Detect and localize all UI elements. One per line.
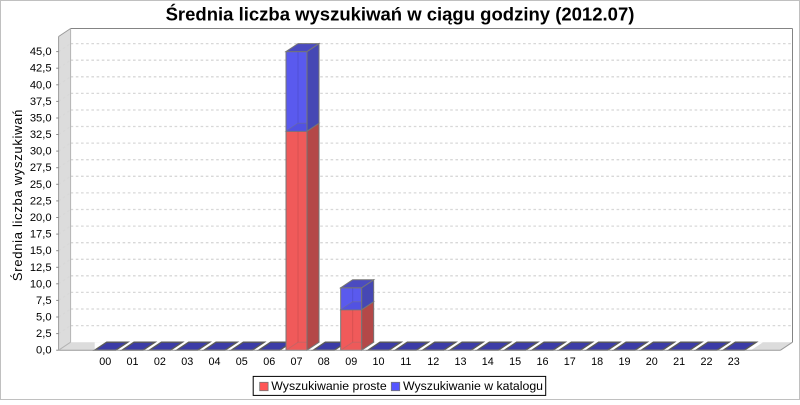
svg-text:17: 17 — [564, 356, 576, 368]
svg-text:10: 10 — [372, 356, 384, 368]
svg-text:15,0: 15,0 — [30, 245, 52, 257]
svg-text:40,0: 40,0 — [30, 79, 52, 91]
svg-text:15: 15 — [509, 356, 521, 368]
svg-text:5,0: 5,0 — [36, 312, 52, 324]
svg-text:12: 12 — [427, 356, 439, 368]
svg-text:14: 14 — [482, 356, 494, 368]
svg-text:21: 21 — [673, 356, 685, 368]
svg-text:08: 08 — [318, 356, 330, 368]
svg-text:00: 00 — [99, 356, 111, 368]
svg-text:30,0: 30,0 — [30, 146, 52, 158]
svg-text:13: 13 — [454, 356, 466, 368]
svg-text:Wyszukiwanie proste: Wyszukiwanie proste — [271, 379, 387, 393]
svg-text:35,0: 35,0 — [30, 113, 52, 125]
svg-text:16: 16 — [536, 356, 548, 368]
svg-text:06: 06 — [263, 356, 275, 368]
svg-text:7,5: 7,5 — [36, 295, 52, 307]
svg-text:19: 19 — [618, 356, 630, 368]
svg-text:22: 22 — [700, 356, 712, 368]
svg-text:25,0: 25,0 — [30, 179, 52, 191]
svg-text:17,5: 17,5 — [30, 229, 52, 241]
svg-text:07: 07 — [290, 356, 302, 368]
svg-text:Średnia liczba wyszukiwań: Średnia liczba wyszukiwań — [10, 109, 25, 281]
svg-text:18: 18 — [591, 356, 603, 368]
svg-text:42,5: 42,5 — [30, 63, 52, 75]
svg-text:32,5: 32,5 — [30, 129, 52, 141]
svg-text:20,0: 20,0 — [30, 212, 52, 224]
svg-text:03: 03 — [181, 356, 193, 368]
svg-text:Wyszukiwanie w katalogu: Wyszukiwanie w katalogu — [403, 379, 543, 393]
svg-text:05: 05 — [236, 356, 248, 368]
svg-text:2,5: 2,5 — [36, 328, 52, 340]
svg-text:02: 02 — [154, 356, 166, 368]
svg-text:01: 01 — [126, 356, 138, 368]
svg-text:27,5: 27,5 — [30, 162, 52, 174]
svg-text:10,0: 10,0 — [30, 278, 52, 290]
svg-text:20: 20 — [646, 356, 658, 368]
svg-text:37,5: 37,5 — [30, 96, 52, 108]
svg-text:11: 11 — [400, 356, 411, 368]
svg-text:04: 04 — [208, 356, 220, 368]
svg-text:45,0: 45,0 — [30, 46, 52, 58]
svg-text:23: 23 — [728, 356, 740, 368]
svg-text:22,5: 22,5 — [30, 195, 52, 207]
svg-text:12,5: 12,5 — [30, 262, 52, 274]
svg-text:09: 09 — [345, 356, 357, 368]
svg-text:Średnia liczba wyszukiwań w ci: Średnia liczba wyszukiwań w ciągu godzin… — [166, 4, 635, 25]
svg-text:0,0: 0,0 — [36, 345, 52, 357]
